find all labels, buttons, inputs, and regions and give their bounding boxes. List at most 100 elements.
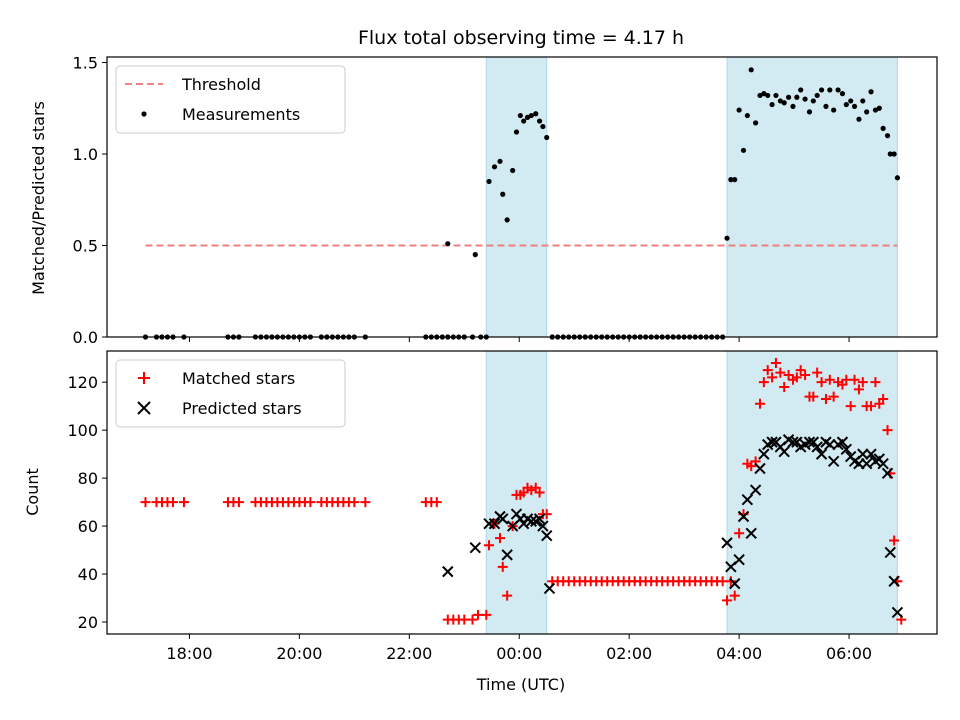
predicted-star-point	[877, 458, 889, 470]
measurement-point	[757, 92, 763, 99]
measurement-point	[790, 103, 796, 110]
measurement-point	[856, 116, 862, 122]
measurement-point	[445, 241, 451, 247]
measurement-point	[814, 92, 820, 99]
predicted-star-point	[543, 582, 556, 595]
measurement-point	[848, 98, 854, 104]
measurement-point	[785, 94, 792, 100]
y-axis-label-bottom: Count	[23, 468, 42, 516]
measurement-point	[472, 252, 478, 258]
plot-frame	[106, 350, 938, 635]
matched-star-point	[808, 391, 819, 402]
predicted-star-point	[836, 436, 849, 448]
measurement-point	[894, 175, 901, 181]
measurement-point	[491, 164, 498, 170]
measurement-point	[887, 151, 893, 157]
y-tick-label: 40	[78, 565, 98, 584]
observing-window-1	[726, 350, 898, 635]
legend-label: Measurements	[182, 105, 300, 124]
measurement-point	[497, 158, 503, 164]
predicted-star-point	[469, 541, 481, 554]
chart-title: Flux total observing time = 4.17 h	[358, 27, 684, 49]
matched-star-point	[349, 497, 360, 508]
predicted-star-point	[733, 553, 745, 566]
predicted-star-point	[884, 546, 896, 559]
measurement-point	[860, 98, 866, 104]
y-tick-label: 100	[67, 421, 98, 440]
y-tick-label: 0.5	[73, 236, 98, 255]
measurement-point	[536, 118, 543, 124]
measurement-point	[872, 107, 879, 113]
measurement-point	[794, 94, 800, 100]
measurement-point	[864, 109, 870, 115]
bottom-panel: 20 40 60 80 100 120 18:00 20:00 22:00 00:00 02:00 0…	[67, 350, 938, 663]
predicted-star-point	[815, 448, 828, 460]
legend-predicted-swatch	[137, 401, 151, 415]
predicted-star-point	[745, 527, 757, 539]
predicted-star-point	[857, 448, 869, 460]
measurement-point	[500, 191, 506, 197]
predicted-star-point	[881, 467, 894, 480]
measurement-point	[528, 112, 534, 119]
measurement-point	[510, 167, 516, 174]
legend-label: Matched stars	[182, 369, 295, 388]
x-tick-label: 02:00	[606, 644, 652, 663]
legend-measurement-swatch	[141, 111, 147, 117]
top-panel: 0.0 0.5 1.0 1.5 Threshold Measurements	[73, 53, 938, 347]
matched-star-point	[484, 540, 495, 551]
matched-star-point	[791, 372, 802, 383]
matched-star-point	[845, 401, 856, 412]
measurement-point	[732, 177, 738, 183]
matched-star-point	[853, 384, 864, 395]
matched-star-point	[233, 497, 244, 508]
matched-star-point	[360, 497, 371, 508]
measurement-point	[486, 178, 492, 185]
predicted-star-point	[737, 510, 750, 523]
measurement-point	[544, 134, 550, 141]
series-matched-stars	[140, 357, 907, 625]
matched-star-point	[755, 398, 766, 409]
matched-star-point	[820, 393, 831, 404]
matched-star-point	[812, 367, 823, 378]
matched-star-point	[534, 487, 545, 498]
x-tick-label: 00:00	[496, 644, 542, 663]
matched-star-point	[889, 535, 900, 546]
measurement-point	[884, 133, 891, 139]
matched-star-point	[770, 357, 781, 368]
matched-star-point	[762, 365, 773, 376]
x-tick-label: 20:00	[276, 644, 322, 663]
measurement-point	[533, 111, 539, 117]
predicted-star-point	[525, 515, 538, 527]
legend-label: Threshold	[181, 75, 261, 94]
matched-star-point	[167, 497, 178, 508]
matched-star-point	[824, 374, 835, 385]
x-tick-label: 22:00	[386, 644, 432, 663]
measurement-point	[777, 98, 783, 104]
matched-star-point	[870, 377, 881, 388]
measurement-point	[831, 107, 837, 113]
measurement-point	[724, 235, 730, 241]
measurement-point	[761, 91, 767, 97]
measurement-point	[835, 87, 841, 93]
matched-star-point	[481, 609, 492, 620]
y-tick-label: 1.5	[73, 53, 98, 72]
matched-star-point	[878, 393, 889, 404]
matched-star-point	[467, 614, 478, 625]
y-tick-label: 120	[67, 373, 98, 392]
measurement-point	[517, 112, 523, 119]
measurement-point	[740, 147, 747, 153]
predicted-star-point	[824, 438, 836, 451]
y-axis-label-top: Matched/Predicted stars	[29, 101, 48, 295]
measurement-point	[504, 217, 510, 223]
measurement-point	[736, 107, 742, 113]
measurement-point	[839, 91, 846, 97]
predicted-star-point	[442, 565, 454, 578]
matched-star-point	[746, 461, 757, 472]
x-tick-label: 18:00	[166, 644, 212, 663]
matched-star-point	[502, 590, 513, 601]
measurement-point	[818, 87, 825, 93]
predicted-star-point	[865, 448, 877, 460]
predicted-star-point	[811, 441, 823, 453]
measurement-point	[521, 118, 527, 124]
